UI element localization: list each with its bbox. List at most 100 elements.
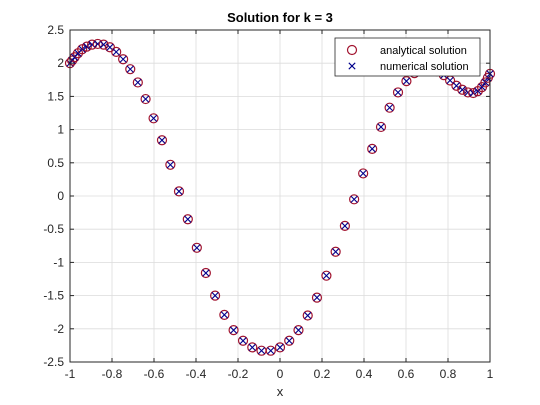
analytical-point (302, 310, 313, 321)
legend-marker-analytical (346, 44, 358, 56)
analytical-point (228, 325, 239, 336)
analytical-point (148, 113, 159, 124)
numerical-point (202, 269, 210, 277)
y-tick-label: 0.5 (47, 156, 64, 170)
y-tick-label: 2 (57, 56, 64, 70)
analytical-point (210, 290, 221, 301)
analytical-point (98, 39, 109, 50)
numerical-point (230, 326, 238, 334)
numerical-point (294, 326, 303, 334)
analytical-point (182, 214, 193, 225)
analytical-point (165, 159, 176, 170)
analytical-point (311, 292, 323, 303)
analytical-point (66, 55, 78, 66)
numerical-point (285, 337, 293, 345)
numerical-point (359, 169, 367, 178)
numerical-point (211, 292, 219, 300)
numerical-point (134, 78, 142, 87)
legend-entry-numerical: numerical solution (380, 61, 469, 73)
x-tick-label: -0.6 (144, 367, 165, 381)
analytical-point (392, 87, 404, 98)
numerical-point (267, 347, 275, 355)
x-tick-label: -0.2 (228, 367, 249, 381)
numerical-point (166, 161, 174, 169)
y-tick-label: -1.5 (43, 289, 64, 303)
y-tick-label: -0.5 (43, 222, 64, 236)
numerical-point (126, 65, 134, 73)
legend: analytical solution numerical solution (334, 37, 481, 77)
numerical-point (481, 78, 489, 87)
analytical-point (191, 242, 202, 253)
analytical-point (247, 342, 258, 353)
analytical-point (330, 246, 341, 257)
numerical-point (149, 114, 158, 122)
numerical-point (402, 77, 411, 85)
numerical-point (248, 343, 256, 351)
analytical-point (111, 46, 122, 58)
x-tick-label: -0.4 (186, 367, 207, 381)
numerical-point (158, 136, 166, 144)
numerical-point (322, 272, 330, 280)
numerical-point (341, 222, 349, 230)
numerical-point (257, 347, 266, 355)
y-tick-label: 1.5 (47, 89, 64, 103)
x-tick-label: 0.8 (440, 367, 457, 381)
analytical-point (125, 64, 136, 75)
analytical-point (468, 87, 479, 99)
y-tick-label: -2 (53, 322, 64, 336)
numerical-point (313, 294, 321, 302)
analytical-point (118, 54, 129, 65)
numerical-point (220, 311, 228, 319)
analytical-point (349, 194, 360, 205)
ticks: -1 -0.8 -0.6 -0.4 -0.2 0 0.2 0.4 0.6 0.8 1 -2.5 -2 -1… (43, 23, 493, 381)
x-tick-label: 0 (277, 367, 284, 381)
numerical-point (239, 337, 247, 345)
x-tick-label: 0.6 (398, 367, 415, 381)
analytical-point (367, 143, 378, 154)
analytical-point (274, 342, 286, 353)
y-tick-label: 2.5 (47, 23, 64, 37)
numerical-point (175, 187, 183, 195)
numerical-point (193, 244, 201, 252)
analytical-point (81, 41, 92, 52)
analytical-point (375, 121, 387, 133)
y-tick-label: 1 (57, 123, 64, 137)
analytical-point (457, 84, 468, 95)
analytical-point (401, 76, 412, 87)
analytical-point (140, 93, 151, 105)
analytical-point (200, 267, 211, 279)
analytical-point (265, 345, 276, 356)
analytical-point (293, 325, 304, 336)
analytical-point (384, 102, 395, 113)
x-axis-label: x (277, 384, 284, 399)
y-tick-label: -1 (53, 255, 64, 269)
numerical-point (184, 215, 192, 223)
analytical-point (156, 135, 168, 146)
analytical-point (358, 168, 369, 179)
numerical-point (304, 311, 312, 320)
numerical-point (386, 104, 394, 112)
x-tick-label: 0.4 (356, 367, 373, 381)
numerical-point (83, 43, 91, 51)
analytical-point (284, 335, 295, 346)
legend-marker-numerical (348, 62, 356, 70)
numerical-point (350, 195, 358, 203)
chart-title: Solution for k = 3 (227, 10, 333, 25)
numerical-point (332, 248, 340, 256)
numerical-point (446, 76, 454, 85)
analytical-point (339, 220, 350, 231)
numerical-point (458, 86, 466, 94)
numerical-point (394, 88, 402, 97)
numerical-point (276, 343, 284, 351)
y-tick-label: -2.5 (43, 355, 64, 369)
numerical-point (142, 95, 150, 103)
numerical-point (119, 55, 127, 63)
x-tick-label: 0.2 (314, 367, 331, 381)
numerical-point (368, 145, 376, 153)
numerical-point (377, 123, 385, 131)
numerical-point (78, 45, 86, 53)
analytical-point (219, 309, 230, 320)
analytical-point (173, 186, 185, 197)
legend-box (334, 37, 481, 77)
